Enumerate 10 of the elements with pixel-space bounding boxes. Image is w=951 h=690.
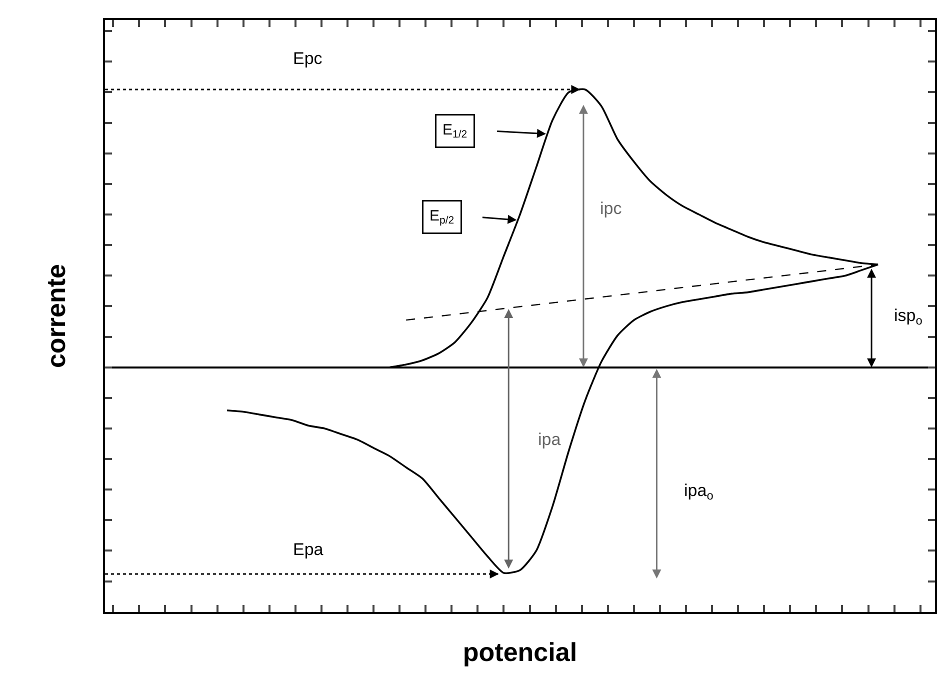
annotation: ipa bbox=[538, 430, 562, 449]
annotation: ipc bbox=[600, 199, 622, 218]
annotation: ipa$_{o}$ bbox=[684, 481, 714, 503]
ref-line-label: Epa bbox=[293, 540, 324, 559]
annotation: isp$_{o}$ bbox=[894, 306, 923, 328]
x-axis-title: potencial bbox=[462, 637, 578, 668]
annotation: E$_{p/2}$ bbox=[430, 208, 454, 227]
ref-line-label: Epc bbox=[293, 49, 323, 68]
y-axis-title: corrente bbox=[40, 264, 71, 368]
annotation: E$_{1/2}$ bbox=[442, 122, 468, 141]
